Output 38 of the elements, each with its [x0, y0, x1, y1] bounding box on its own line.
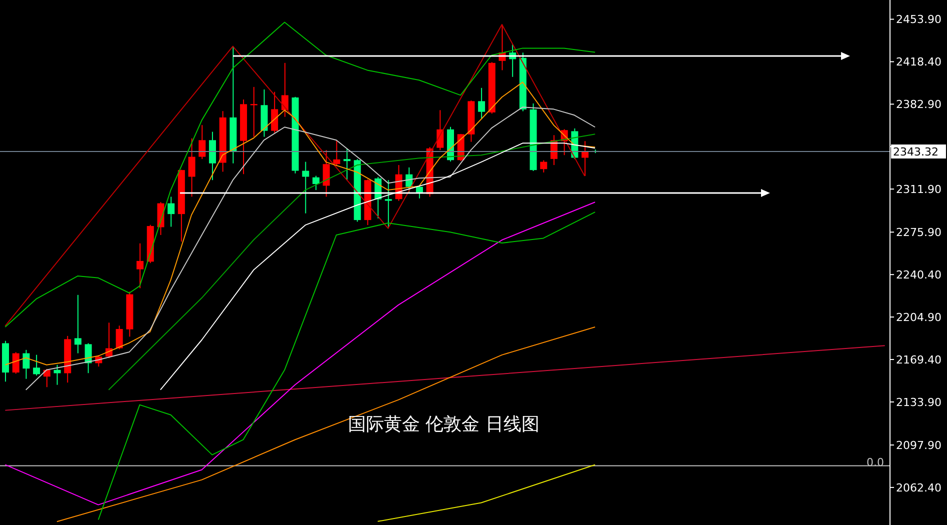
candlestick	[384, 180, 392, 229]
candlestick	[478, 87, 486, 119]
candlestick	[168, 196, 175, 228]
y-tick-label: 2204.90	[896, 310, 942, 324]
y-tick-label: 2062.40	[896, 481, 942, 494]
candlestick	[271, 91, 278, 134]
y-tick-label: 2240.40	[896, 268, 942, 282]
candlestick	[281, 62, 288, 118]
candlestick	[344, 148, 351, 181]
candlestick	[333, 140, 340, 167]
y-tick-label: 2169.40	[896, 353, 942, 366]
candlestick	[33, 354, 40, 376]
candlestick	[436, 110, 444, 151]
candlestick	[22, 349, 30, 380]
candlestick	[540, 160, 548, 173]
ref-line-label: 2343.32	[893, 145, 938, 158]
line-series	[56, 326, 596, 522]
candlestick	[188, 138, 196, 198]
candlestick	[116, 325, 123, 350]
candlestick	[322, 150, 330, 198]
line-series	[4, 202, 596, 506]
y-tick-label: 2418.40	[896, 56, 942, 69]
text: 国际黄金 伦敦金 日线图	[348, 413, 540, 436]
candlestick	[12, 352, 20, 374]
candlestick	[74, 294, 82, 354]
y-tick-label: 2311.90	[896, 182, 942, 196]
line-series	[25, 106, 596, 390]
line-series	[98, 212, 596, 520]
y-tick-label: 2453.90	[896, 13, 942, 26]
candlestick	[198, 124, 206, 160]
y-tick-label: 2097.90	[896, 438, 942, 452]
candlestick	[302, 161, 310, 214]
y-tick-label: 2275.90	[896, 226, 942, 240]
candlestick	[136, 242, 144, 289]
y-tick-label: 2133.90	[896, 396, 942, 409]
candlestick	[208, 131, 216, 181]
candlestick	[312, 175, 320, 191]
y-tick-label: 2382.90	[896, 98, 942, 112]
